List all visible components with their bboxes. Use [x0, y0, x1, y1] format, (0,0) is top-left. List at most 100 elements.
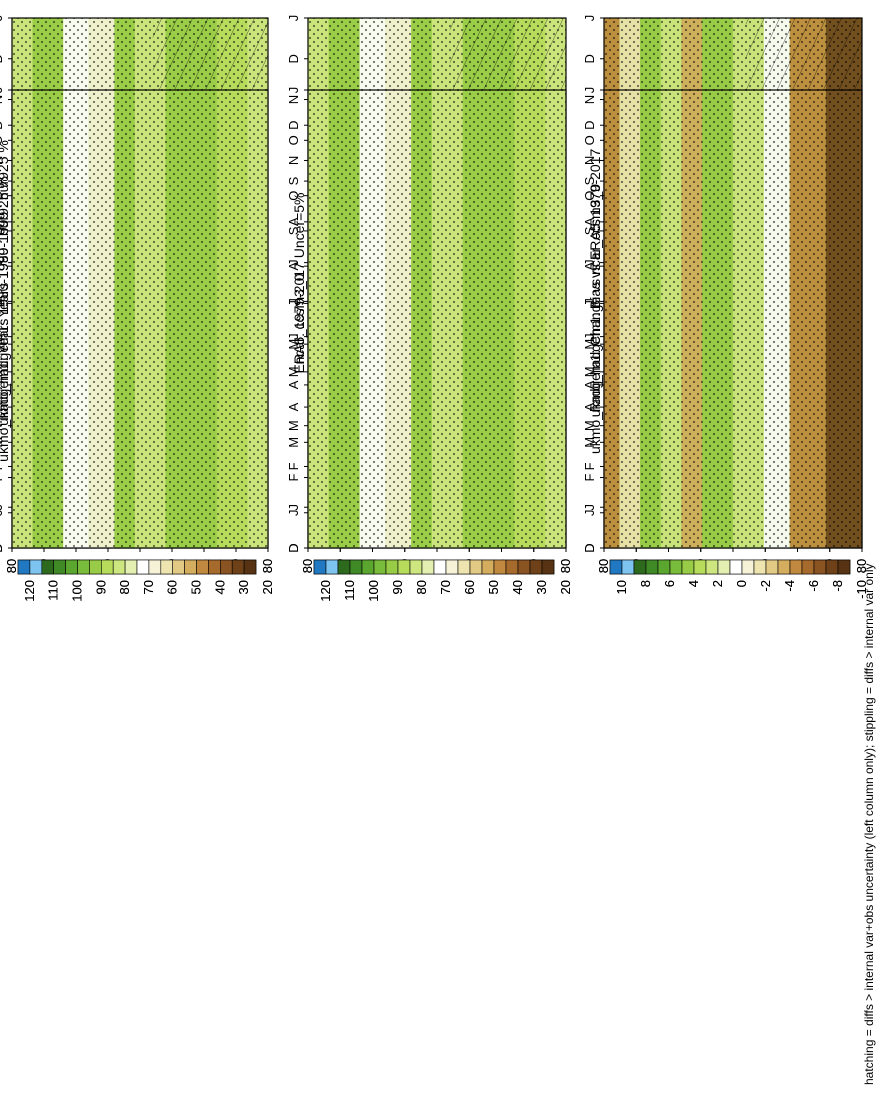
colorbar-swatch [825, 559, 839, 575]
colorbar-label: 50 [189, 580, 204, 594]
colorbar-swatch [77, 559, 90, 575]
lat-tick-label: 80 [4, 559, 19, 573]
colorbar-label: 50 [189, 580, 204, 594]
colorbar-swatch [633, 559, 647, 575]
panel-title: ukmo_hadgem1: Bias vs ERA5: 1979-2017 [587, 149, 603, 418]
colorbar-swatch [693, 559, 707, 575]
colorbar-swatch [777, 559, 791, 575]
month-tick-label: J [0, 87, 5, 94]
colorbar-swatch [433, 559, 447, 575]
colorbar-label: -2 [758, 580, 773, 592]
lat-tick-label: 80 [300, 559, 315, 573]
month-tick-label: D [286, 54, 301, 63]
colorbar-swatch [789, 559, 803, 575]
month-tick-label: O [0, 135, 5, 145]
month-tick-label: J [286, 504, 301, 511]
colorbar-label: 110 [46, 580, 61, 601]
month-tick-label: M [0, 437, 5, 448]
colorbar-label: 80 [414, 580, 429, 594]
month-tick-label: J [0, 298, 5, 305]
panel-title: ncar_ccsm3_0 [291, 273, 307, 364]
colorbar-label: 120 [22, 580, 37, 602]
month-tick-label: A [286, 402, 301, 411]
colorbar-label: -4 [782, 580, 797, 592]
colorbar-label: 6 [662, 580, 677, 587]
colorbar-label: 80 [117, 580, 132, 594]
month-tick-label: A [286, 261, 301, 270]
month-tick-label: O [582, 191, 597, 201]
colorbar-swatch [765, 559, 779, 575]
month-tick-label: D [582, 121, 597, 130]
month-tick-label: F [0, 474, 5, 482]
month-tick-label: S [582, 226, 597, 235]
colorbar-swatch [681, 559, 695, 575]
colorbar-swatch [29, 559, 43, 575]
colorbar-label: 30 [534, 580, 549, 594]
month-tick-label: F [0, 462, 5, 470]
colorbar-label: -6 [806, 580, 821, 592]
colorbar-swatch [53, 559, 66, 575]
month-tick-label: J [286, 87, 301, 94]
colorbar-label: 2 [710, 580, 725, 587]
month-tick-label: J [582, 298, 597, 305]
colorbar-label: 0 [734, 580, 749, 587]
month-tick-label: F [286, 474, 301, 482]
colorbar-label: 8 [638, 580, 653, 587]
colorbar-swatch [101, 559, 114, 575]
colorbar-label: -8 [830, 580, 845, 592]
month-tick-label: D [0, 121, 5, 130]
colorbar-swatch [837, 559, 851, 575]
colorbar-swatch [517, 559, 531, 575]
colorbar-label: 90 [93, 580, 108, 594]
colorbar-label: 70 [141, 580, 156, 594]
month-tick-label: M [582, 420, 597, 431]
month-tick-label: N [582, 95, 597, 104]
panel-2: DJFMAMJJASONDJ8060°N20020°S6080ukmo_hadg… [0, 87, 275, 602]
panel-title: ERA5: 1979-2017 Uncer=5% [291, 193, 307, 374]
month-tick-label: J [0, 510, 5, 517]
month-tick-label: D [0, 543, 5, 552]
colorbar-label: 110 [342, 580, 357, 601]
month-tick-label: S [0, 226, 5, 235]
month-tick-label: D [582, 54, 597, 63]
month-tick-label: A [582, 380, 597, 389]
colorbar-swatch [124, 559, 138, 575]
month-tick-label: O [582, 135, 597, 145]
colorbar-label: 110 [46, 580, 61, 601]
month-tick-label: A [0, 217, 5, 226]
month-tick-label: J [286, 15, 301, 22]
month-tick-label: J [286, 333, 301, 340]
colorbar-swatch [89, 559, 102, 575]
colorbar-swatch [397, 559, 411, 575]
month-tick-label: N [286, 156, 301, 165]
month-tick-label: M [582, 437, 597, 448]
month-tick-label: M [286, 339, 301, 350]
colorbar-label: 40 [510, 580, 525, 594]
colorbar-label: 100 [70, 580, 85, 602]
month-tick-label: A [582, 217, 597, 226]
month-tick-label: D [286, 543, 301, 552]
colorbar-swatch [385, 559, 399, 575]
colorbar-label: 100 [366, 580, 381, 602]
month-tick-label: M [0, 366, 5, 377]
panel-4: DJFMAMJJASONDJ8060°N20020°S6080ncar_ccsm… [286, 87, 573, 602]
colorbar-label: -8 [830, 580, 845, 592]
colorbar-label: 0 [734, 580, 749, 587]
panel-title: ukmo_hadgem1: Years 1980-1999 : hur925 % [0, 140, 11, 426]
colorbar-label: -6 [806, 580, 821, 592]
colorbar-swatch [529, 559, 543, 575]
month-tick-label: M [582, 339, 597, 350]
month-tick-label: A [0, 261, 5, 270]
colorbar-swatch [801, 559, 815, 575]
month-tick-label: M [286, 437, 301, 448]
month-tick-label: J [0, 333, 5, 340]
month-tick-label: S [286, 226, 301, 235]
colorbar-label: 80 [117, 580, 132, 594]
colorbar-label: 4 [686, 580, 701, 587]
colorbar-swatch [243, 559, 257, 575]
colorbar-swatch [184, 559, 197, 575]
footnote: hatching = diffs > internal var+obs unce… [862, 563, 876, 1085]
month-tick-label: J [582, 504, 597, 511]
month-tick-label: J [582, 300, 597, 307]
